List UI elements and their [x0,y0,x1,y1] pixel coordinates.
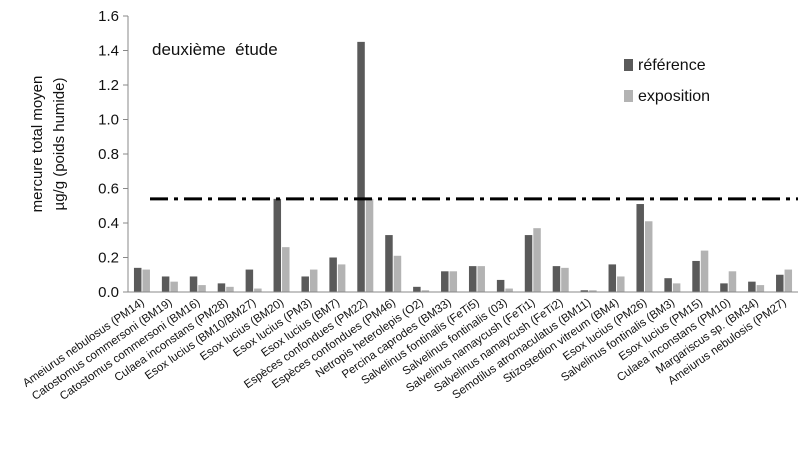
bar-exposition [561,267,569,292]
bar-exposition [784,269,793,292]
legend-label-exposition: exposition [638,88,710,105]
bar-exposition [728,271,737,292]
bar-reference [441,271,449,292]
bar-reference [161,276,170,292]
bar-exposition [365,198,374,292]
bar-exposition [309,269,318,292]
y-tick-label: 0.0 [98,284,119,301]
y-tick-label: 0.2 [98,250,119,267]
bar-reference [468,266,477,292]
bar-reference [580,290,589,292]
y-tick-label: 1.6 [98,8,119,25]
bar-reference [413,286,421,292]
y-axis [123,15,129,293]
y-tick-label: 1.4 [98,43,119,60]
y-axis-label-line-2: µg/g (poids humide) [51,78,68,211]
bar-reference [748,281,756,292]
bars [133,41,793,292]
bar-reference [301,276,309,292]
bar-exposition [477,266,485,292]
bar-reference [385,235,393,292]
bar-exposition [617,276,625,292]
y-axis-label-line-1: mercure total moyen [29,76,46,213]
bar-exposition [142,269,150,292]
bar-exposition [393,255,402,292]
legend-swatch-exposition [624,90,633,102]
legend-label-reference: référence [638,57,706,74]
legend-swatch-reference [624,59,633,71]
bar-reference [189,276,198,292]
y-tick-label: 1.2 [98,77,119,94]
bar-reference [329,257,337,292]
bar-reference [273,198,282,292]
bar-reference [552,266,561,292]
y-tick-label: 0.4 [98,215,119,232]
y-tick-labels: 0.0 0.2 0.4 0.6 0.8 1.0 1.2 1.4 1.6 [98,8,119,301]
bar-reference [496,279,505,292]
y-axis-label: mercure total moyen µg/g (poids humide) [29,76,68,213]
bar-reference [217,283,226,292]
bar-reference [608,264,617,292]
bar-reference [692,260,700,292]
y-tick-label: 0.8 [98,146,119,163]
bar-exposition [282,247,290,292]
bar-reference [524,235,533,292]
category-labels: Ameiurus nebulosus (PM14)Catostomus comm… [21,297,789,403]
bar-exposition [644,221,653,292]
chart-annotation: deuxième étude [152,40,278,59]
bar-exposition [505,288,513,292]
bar-exposition [700,250,709,292]
legend: référence exposition [624,57,710,105]
bar-exposition [533,228,541,292]
bar-reference [133,267,142,292]
bar-exposition [226,286,234,292]
bar-reference [245,269,254,292]
bar-reference [664,278,672,292]
bar-exposition [589,290,597,292]
y-tick-label: 0.6 [98,181,119,198]
bar-exposition [170,281,178,292]
bar-exposition [421,290,430,292]
bar-exposition [756,285,765,292]
bar-reference [776,274,784,292]
bar-reference [357,41,365,292]
bar-exposition [198,285,206,292]
bar-reference [720,283,728,292]
y-tick-label: 1.0 [98,112,119,129]
bar-exposition [672,283,681,292]
bar-reference [636,204,644,292]
bar-exposition [337,264,346,292]
bar-exposition [449,271,458,292]
bar-exposition [254,288,262,292]
